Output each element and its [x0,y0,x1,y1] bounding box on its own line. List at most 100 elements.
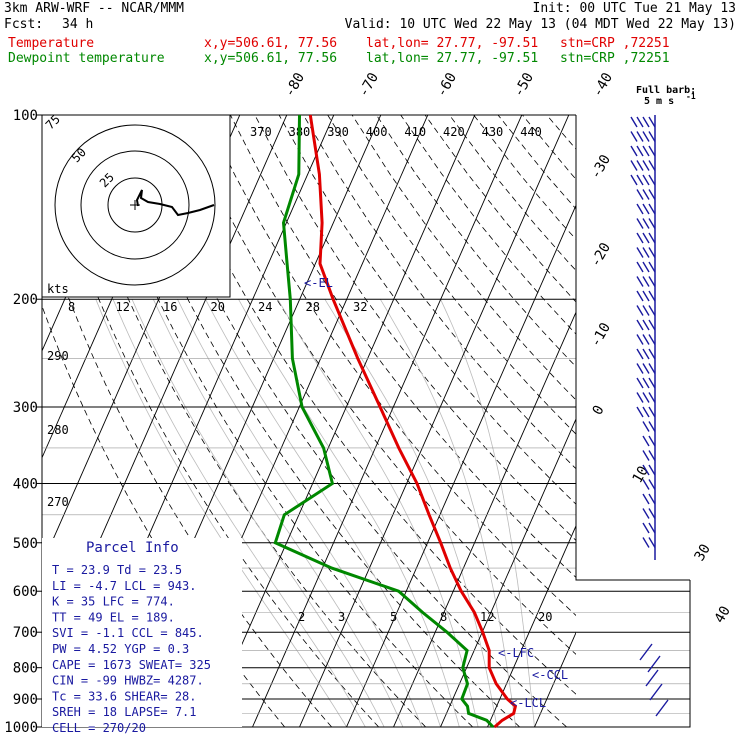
wind-barb-flag [648,522,656,534]
legend-temperature: Temperature [8,36,95,51]
wind-barb [630,116,656,128]
theta-label-440: 440 [520,125,542,139]
mixing-ratio-top-24: 24 [258,300,272,314]
wind-barb-flag [636,290,644,302]
isotherm-label--20: -20 [588,240,615,270]
wind-barb [642,435,656,447]
wind-barb-flag [642,116,650,128]
wind-barb-flag [630,131,638,142]
isotherm--10 [346,204,576,727]
wind-barb [636,189,656,200]
parcel-info-row: CELL = 270/20 [52,721,146,735]
parcel-info-row: SVI = -1.1 CCL = 845. [52,626,204,640]
theta-left-label-280: 280 [47,423,69,437]
isotherm-10 [440,417,576,727]
wind-barb [630,160,656,171]
wind-barb-lower [649,683,663,701]
parcel-info-row: K = 35 LFC = 774. [52,595,175,609]
dry-adiabat-400 [351,115,576,401]
wind-barb-flag [648,363,656,374]
wind-barb-flag [636,377,644,389]
mixing-ratio-bottom-8: 8 [440,610,447,624]
wind-barb [642,537,656,548]
dry-adiabat-360 [254,115,576,541]
wind-barb-flag [648,334,656,345]
parcel-info-row: T = 23.9 Td = 23.5 [52,563,182,577]
wind-barb [642,450,656,461]
wind-barb-flag [642,464,650,476]
mixing-ratio-top-12: 12 [116,300,130,314]
hodograph-trace [135,189,215,217]
wind-barb-flag [636,218,644,229]
wind-barb-flag [642,276,650,287]
dewpoint-trace [273,114,495,729]
wind-barb-flag [636,131,644,142]
wind-barb [636,348,656,360]
wind-barb-flag [648,116,656,128]
wind-barb-flag [636,116,644,128]
dry-adiabat-380 [303,115,576,470]
parcel-info-row: PW = 4.52 YGP = 0.3 [52,642,189,656]
wind-barb-flag [642,508,650,519]
theta-label-420: 420 [443,125,465,139]
wind-barb-flag [648,493,656,505]
wind-barb-flag [648,290,656,302]
theta-left-label-290: 290 [47,349,69,363]
hodograph-frame [41,114,231,298]
isotherm-label--40: -40 [590,70,617,100]
latlon-readout-temp: lat,lon= 27.77, -97.51 [366,36,539,51]
forecast-label: Fcst: [4,17,44,32]
wind-barb-flag [636,203,644,215]
wind-barb [636,363,656,374]
wind-barb-lower [645,669,659,687]
theta-label-430: 430 [482,125,504,139]
mixing-ratio-bottom-12: 12 [480,610,494,624]
parcel-info-row: TT = 49 EL = 189. [52,610,175,624]
barb-legend-line1: Full barb: [636,85,696,96]
isotherm-label-40: 40 [712,603,734,626]
theta-left-label-270: 270 [47,495,69,509]
station-readout-dew: stn=CRP ,72251 [560,51,670,66]
wind-barb-flag [642,189,650,200]
wind-barb [630,145,656,157]
wind-barb-flag [642,537,650,548]
dry-adiabat-410 [376,115,576,368]
theta-label-370: 370 [250,125,272,139]
el-marker: <-EL [304,276,333,290]
wind-barb-flag [642,363,650,374]
wind-barb-flag [648,218,656,229]
dry-adiabat-440 [449,115,576,272]
isotherm-label--30: -30 [588,152,615,182]
wind-barb [636,290,656,302]
mixing-ratio-labels: 8 12 16 20 24 28 32 2 3 5 8 12 20 [68,300,552,624]
xy-readout-dew: x,y=506.61, 77.56 [204,51,338,66]
model-title: 3km ARW-WRF -- NCAR/MMM [4,1,185,16]
wind-barb-flag [648,232,656,244]
lfc-marker: <-LFC [498,646,534,660]
wind-barb-flag [642,160,650,171]
hodograph-kts-label: kts [47,282,69,296]
moist-adiabat-26 [379,298,517,727]
wind-barb-flag [636,232,644,244]
wind-barb-flag [642,247,650,258]
station-readout-temp: stn=CRP ,72251 [560,36,670,51]
wind-barb-flag [642,232,650,244]
dry-adiabat-470 [522,115,576,180]
wind-barb [636,247,656,258]
wind-barb-flag [630,160,638,171]
pressure-label-400: 400 [13,476,38,492]
pressure-label-100: 100 [13,108,38,124]
init-time: Init: 00 UTC Tue 21 May 13 [532,1,737,16]
wind-barb-flag [642,392,650,403]
isotherm-label--60: -60 [434,70,461,100]
valid-time: Valid: 10 UTC Wed 22 May 13 (04 MDT Wed … [344,17,736,32]
wind-barb-flag [642,377,650,389]
pressure-label-800: 800 [13,661,38,677]
isotherm-label--10: -10 [588,320,615,350]
mixing-ratio-bottom-2: 2 [298,610,305,624]
mixing-ratio-top-8: 8 [68,300,75,314]
dry-adiabat-390 [327,115,576,435]
moist-adiabat-18 [277,298,479,727]
wind-barb-flag [642,218,650,229]
wind-barb [636,232,656,244]
